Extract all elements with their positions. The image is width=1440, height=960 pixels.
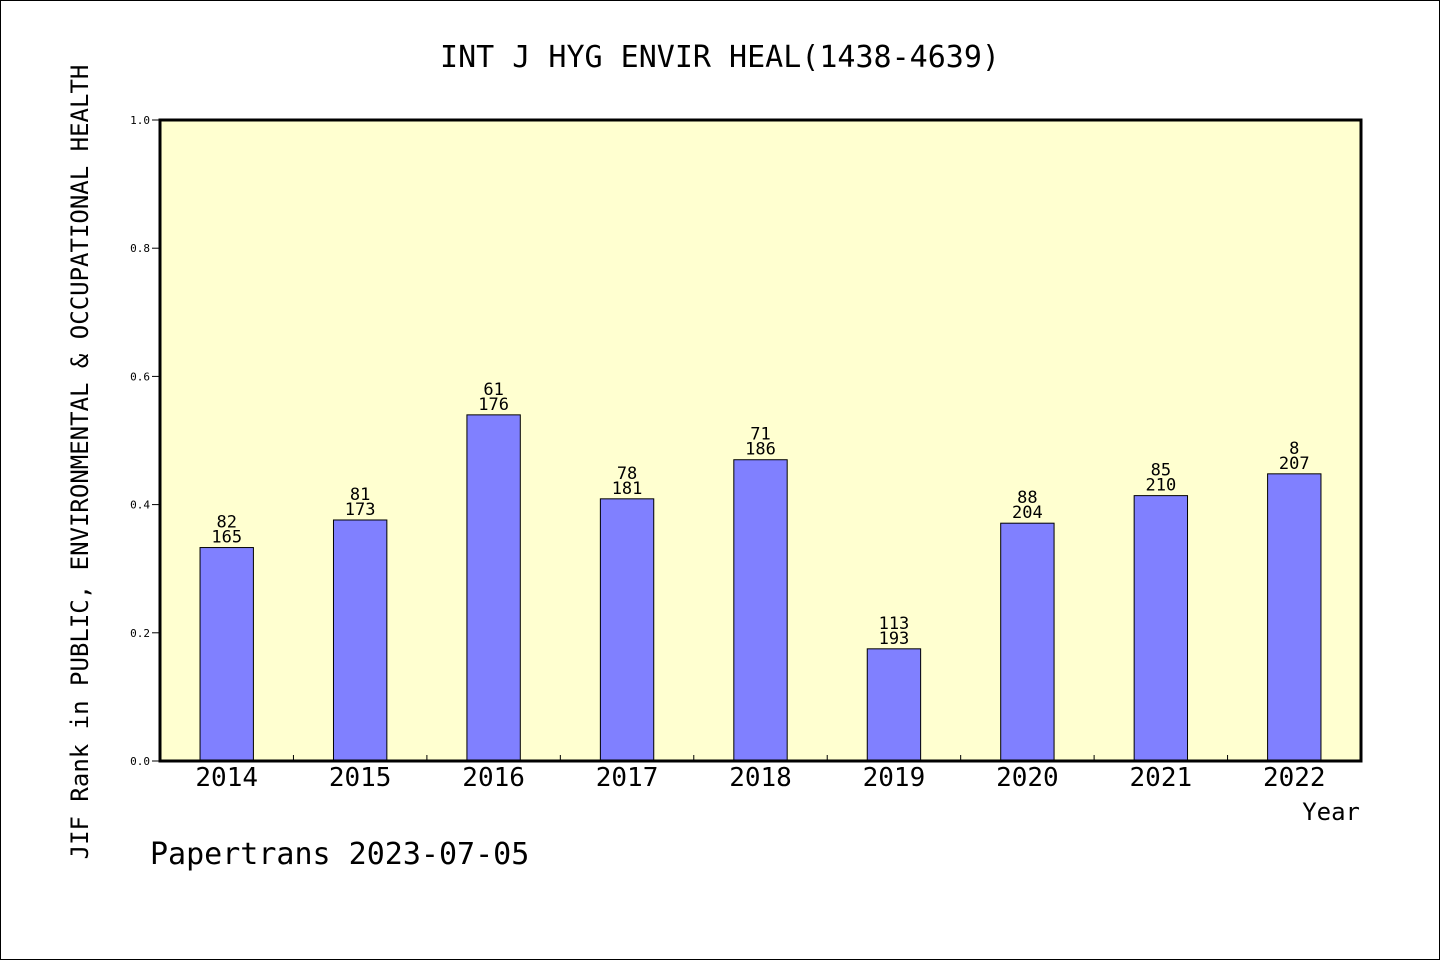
x-tick-label: 2020 [996, 763, 1059, 793]
bar-rank-label: 78 [617, 464, 637, 484]
bar-total-label: 181 [612, 479, 643, 499]
x-tick-label: 2018 [729, 763, 792, 793]
bar-2016 [466, 414, 521, 762]
bar-total-label: 176 [478, 395, 509, 415]
bar-rank-label: 61 [483, 380, 503, 400]
y-axis-ticks: 0.0 0.2 0.4 0.6 0.8 1.0 [130, 114, 160, 768]
bar-2022 [1267, 473, 1322, 762]
bar-rank-label: 88 [1017, 488, 1037, 508]
bar-2019 [866, 648, 922, 762]
x-tick-label: 2019 [863, 763, 926, 793]
bar-total-label: 210 [1145, 476, 1176, 496]
bar-rank-label: 8 [1289, 439, 1299, 459]
bar-2017 [599, 498, 655, 762]
y-tick-label: 0.4 [130, 499, 150, 512]
y-tick-label: 1.0 [130, 114, 150, 127]
bar-rank-label: 82 [216, 513, 236, 533]
x-axis-ticks: 2014 2015 2016 2017 2018 2019 2020 2021 2022 [195, 755, 1326, 793]
y-tick-label: 0.2 [130, 627, 150, 640]
bar-total-label: 173 [345, 500, 376, 520]
chart-title: INT J HYG ENVIR HEAL(1438-4639) [440, 40, 1000, 75]
bar-rank-label: 85 [1151, 461, 1171, 481]
bar-2020 [1000, 522, 1055, 762]
x-tick-label: 2014 [195, 763, 258, 793]
bar-2015 [332, 519, 388, 762]
bar-rank-label: 113 [879, 614, 910, 634]
bar-total-label: 204 [1012, 503, 1043, 523]
bar-2014 [199, 547, 254, 762]
bar-2021 [1133, 495, 1189, 762]
bar-rank-label: 81 [350, 485, 370, 505]
bar-2018 [733, 459, 788, 762]
bar-total-label: 165 [211, 528, 242, 548]
x-tick-label: 2021 [1130, 763, 1193, 793]
y-tick-label: 0.8 [130, 242, 150, 255]
footer-credit: Papertrans 2023-07-05 [150, 837, 529, 872]
x-tick-label: 2015 [329, 763, 392, 793]
x-tick-label: 2017 [596, 763, 659, 793]
bar-total-label: 186 [745, 440, 776, 460]
bars [199, 414, 1322, 762]
x-axis-label: Year [1302, 798, 1360, 826]
y-tick-label: 0.0 [130, 755, 150, 768]
y-axis-label: JIF Rank in PUBLIC, ENVIRONMENTAL & OCCU… [66, 65, 94, 860]
plot-border [158, 118, 1363, 763]
x-tick-label: 2016 [462, 763, 525, 793]
y-tick-label: 0.6 [130, 370, 150, 383]
bar-rank-label: 71 [750, 425, 770, 445]
bar-total-label: 207 [1279, 454, 1310, 474]
bar-total-label: 193 [879, 629, 910, 649]
x-tick-label: 2022 [1263, 763, 1326, 793]
